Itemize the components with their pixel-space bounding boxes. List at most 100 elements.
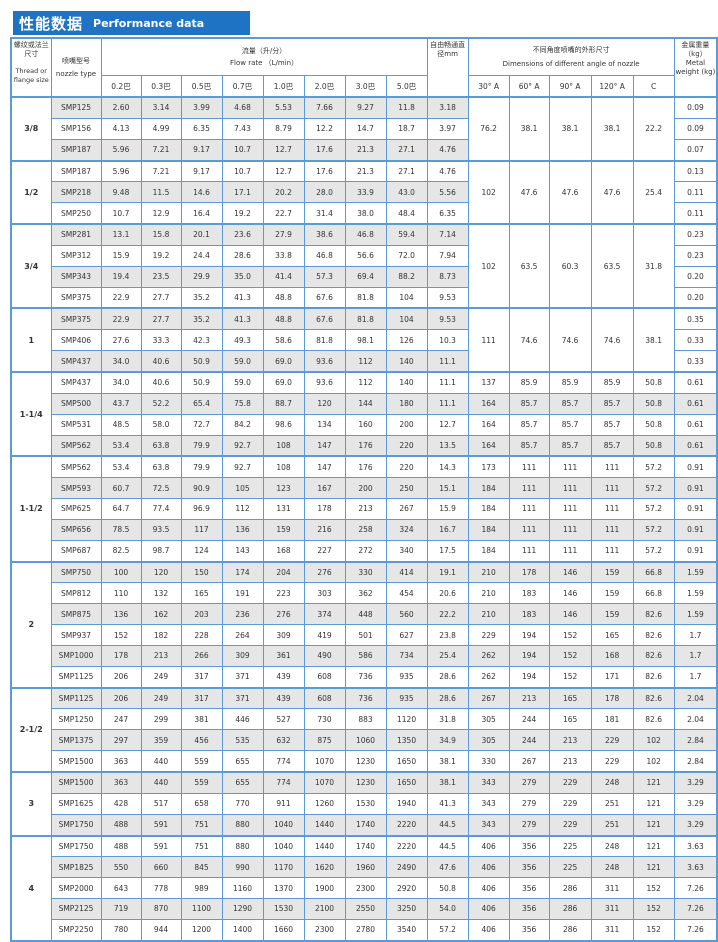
flow-cell: 2.60	[100, 95, 142, 119]
orifice-cell: 6.35	[426, 202, 469, 225]
flow-cell: 200	[385, 413, 428, 436]
dimension-cell: 152	[632, 918, 675, 942]
flow-cell: 456	[180, 729, 223, 752]
dimension-cell: 82.6	[632, 624, 675, 646]
flow-cell: 112	[221, 498, 264, 520]
flow-cell: 27.1	[385, 159, 428, 183]
flow-cell: 40.6	[140, 370, 182, 394]
weight-cell: 7.26	[673, 898, 718, 920]
flow-cell: 124	[180, 539, 223, 563]
dimension-cell: 38.1	[548, 96, 592, 162]
flow-cell: 730	[303, 708, 346, 731]
dimension-cell: 356	[508, 834, 550, 858]
flow-cell: 12.7	[262, 159, 305, 183]
dimension-cell: 76.2	[467, 96, 510, 162]
orifice-cell: 38.1	[426, 770, 469, 794]
flow-cell: 33.9	[344, 181, 387, 204]
weight-cell: 3.63	[673, 834, 718, 858]
flow-cell: 22.7	[262, 202, 305, 225]
flow-cell: 2490	[385, 856, 428, 879]
weight-cell: 0.13	[673, 159, 718, 183]
flow-cell: 64.7	[100, 498, 142, 520]
orifice-cell: 16.7	[426, 518, 469, 541]
flow-cell: 440	[140, 770, 182, 794]
flow-cell: 98.6	[262, 413, 305, 436]
flow-cell: 1940	[385, 792, 428, 815]
dimension-cell: 111	[590, 539, 634, 563]
flow-cell: 363	[100, 750, 142, 773]
dimension-cell: 311	[590, 877, 634, 900]
orifice-cell: 4.76	[426, 159, 469, 183]
weight-cell: 0.07	[673, 138, 718, 162]
flow-cell: 381	[180, 708, 223, 731]
flow-cell: 22.9	[100, 307, 142, 331]
dimension-cell: 210	[467, 582, 510, 605]
flow-cell: 770	[221, 792, 264, 815]
orifice-cell: 4.76	[426, 138, 469, 162]
model-cell: SMP2250	[50, 918, 102, 942]
flow-cell: 92.7	[221, 434, 264, 457]
flow-cell: 272	[344, 539, 387, 563]
title-cn: 性能数据	[19, 14, 84, 33]
dimension-cell: 248	[590, 856, 634, 879]
dimension-cell: 38.1	[590, 96, 634, 162]
model-cell: SMP937	[50, 624, 102, 646]
flow-cell: 550	[100, 856, 142, 879]
orifice-cell: 34.9	[426, 729, 469, 752]
flow-cell: 2920	[385, 877, 428, 900]
orifice-cell: 44.5	[426, 834, 469, 858]
dimension-cell: 213	[508, 686, 550, 710]
dimension-cell: 31.8	[632, 223, 675, 309]
table-row: 1/2 SMP187 5.96 7.21 9.17 10.7 12.7 17.6 21.3 27.…	[10, 159, 718, 225]
flow-cell: 41.3	[221, 307, 264, 331]
dimension-cell: 225	[548, 834, 592, 858]
table-row: SMP156 4.13 4.99 6.35 7.43 8.79 12.2 14.7 18.7 3.…	[11, 117, 718, 140]
flow-cell: 112	[344, 350, 387, 373]
dim-col-header: 60° A	[508, 75, 550, 98]
flow-cell: 152	[100, 624, 142, 646]
dimension-cell: 50.8	[632, 392, 675, 415]
flow-cell: 28.6	[221, 244, 264, 267]
table-row: SMP625 64.7 77.4 96.9 112 131 178 213 267 15.9 184…	[11, 498, 718, 520]
model-cell: SMP156	[50, 117, 102, 140]
table-row: 4 SMP1750 488 591 751 880 1040 1440 1740 2220 44.5…	[10, 834, 718, 942]
orifice-cell: 5.56	[426, 181, 469, 204]
pressure-header: 0.5巴	[180, 75, 223, 98]
weight-cell: 0.09	[673, 95, 718, 119]
thread-size-cell: 4	[10, 834, 52, 942]
flow-cell: 363	[100, 770, 142, 794]
model-header-en: nozzle type	[55, 69, 97, 78]
flow-cell: 1440	[303, 834, 346, 858]
orifice-cell: 7.14	[426, 223, 469, 246]
flow-cell: 57.3	[303, 265, 346, 288]
flow-cell: 2780	[344, 918, 387, 942]
orifice-cell: 41.3	[426, 792, 469, 815]
flow-cell: 249	[140, 665, 182, 689]
flow-cell: 559	[180, 750, 223, 773]
flow-cell: 448	[344, 603, 387, 626]
flow-cell: 46.8	[344, 223, 387, 246]
dimension-cell: 152	[548, 644, 592, 667]
flow-cell: 870	[140, 898, 182, 920]
flow-cell: 69.4	[344, 265, 387, 288]
flow-cell: 1230	[344, 750, 387, 773]
weight-cell: 0.91	[673, 498, 718, 520]
dimension-cell: 57.2	[632, 539, 675, 563]
flow-cell: 264	[221, 624, 264, 646]
dimension-cell: 165	[548, 708, 592, 731]
dimension-cell: 183	[508, 582, 550, 605]
dimension-cell: 121	[632, 792, 675, 815]
pressure-header: 0.7巴	[221, 75, 264, 98]
flow-cell: 167	[303, 477, 346, 500]
flow-cell: 1900	[303, 877, 346, 900]
dimension-cell: 173	[467, 455, 510, 479]
model-cell: SMP1250	[50, 708, 102, 731]
model-cell: SMP218	[50, 181, 102, 204]
flow-cell: 81.8	[344, 307, 387, 331]
flow-cell: 4.68	[221, 95, 264, 119]
dimension-cell: 262	[467, 665, 510, 689]
dimension-cell: 244	[508, 708, 550, 731]
table-row: SMP812 110 132 165 191 223 303 362 454 20.6 210 183…	[11, 582, 718, 605]
flow-cell: 67.6	[303, 286, 346, 309]
flow-cell: 93.6	[303, 370, 346, 394]
